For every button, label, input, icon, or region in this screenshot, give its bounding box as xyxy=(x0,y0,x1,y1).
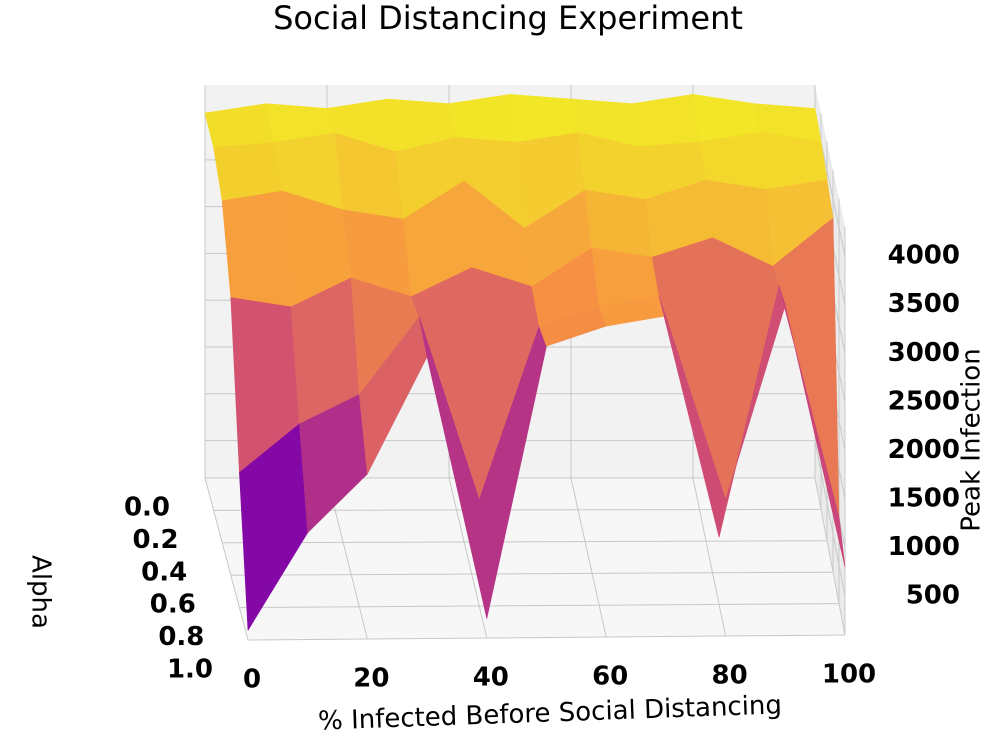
surface-patch xyxy=(213,142,284,202)
z-tick-label: 4000 xyxy=(888,241,960,271)
x-tick-label: 80 xyxy=(712,661,748,691)
z-tick-label: 3000 xyxy=(888,338,960,368)
z-tick-label: 2500 xyxy=(888,386,960,416)
y-tick-label: 0.2 xyxy=(133,525,179,555)
surface-patch xyxy=(759,132,828,190)
grid-line xyxy=(239,603,840,609)
y-tick-label: 1.0 xyxy=(167,655,213,685)
surface-patch xyxy=(631,94,700,147)
surface-patch xyxy=(778,285,846,568)
z-axis-title: Peak Infection xyxy=(957,348,987,531)
grid-line xyxy=(814,440,846,597)
x-tick-label: 60 xyxy=(592,662,628,692)
grid-line xyxy=(230,571,834,576)
surface-patch xyxy=(584,189,653,258)
z-tick-label: 500 xyxy=(906,581,960,611)
surface-patch xyxy=(221,190,292,308)
z-tick-label: 2000 xyxy=(888,435,960,465)
y-tick-label: 0.4 xyxy=(141,557,187,587)
x-tick-label: 0 xyxy=(243,665,261,695)
x-tick-label: 20 xyxy=(353,664,389,694)
grid-line xyxy=(692,477,727,637)
chart-title: Social Distancing Experiment xyxy=(273,0,743,37)
grid-line xyxy=(570,477,607,638)
surface-patch xyxy=(591,247,660,307)
z-tick-label: 1000 xyxy=(888,532,960,562)
grid-line xyxy=(448,477,488,639)
z-tick-label: 3500 xyxy=(888,289,960,319)
grid-line xyxy=(222,540,828,544)
floor xyxy=(205,478,845,640)
y-tick-label: 0.0 xyxy=(124,493,170,523)
grid-line xyxy=(204,477,249,641)
grid-line xyxy=(814,477,846,636)
x-tick-label: 40 xyxy=(473,663,509,693)
x-tick-label: 100 xyxy=(822,660,876,690)
z-tick-label: 1500 xyxy=(888,484,960,514)
y-tick-label: 0.8 xyxy=(158,622,204,652)
x-axis-title: % Infected Before Social Distancing xyxy=(318,690,783,736)
grid-line xyxy=(247,634,846,641)
y-tick-label: 0.6 xyxy=(150,590,196,620)
y-axis-title: Alpha xyxy=(26,555,56,629)
